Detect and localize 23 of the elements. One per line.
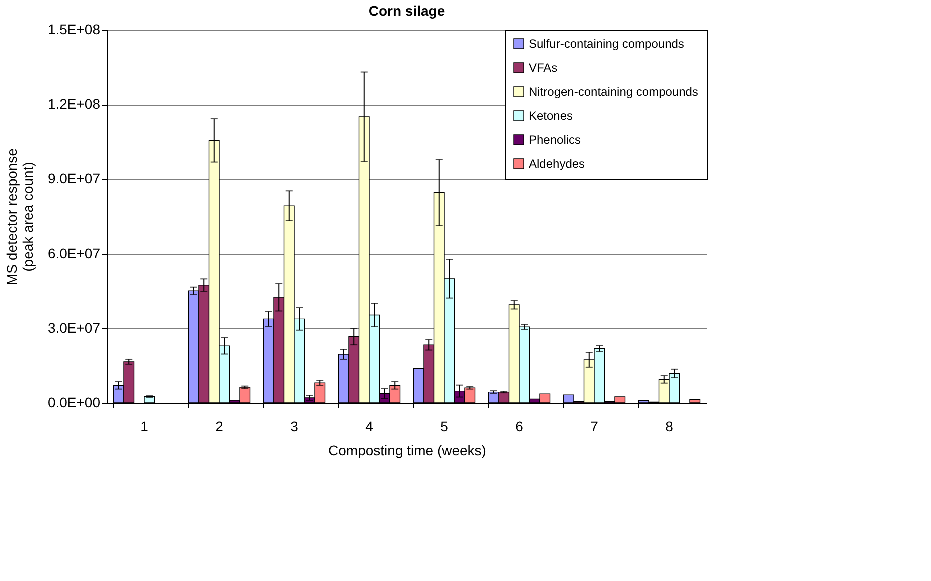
x-tick-label: 3 bbox=[290, 418, 299, 434]
x-tick-label: 1 bbox=[140, 418, 149, 434]
legend-label: Ketones bbox=[529, 109, 574, 123]
y-tick-label: 1.2E+08 bbox=[48, 96, 101, 112]
legend-label: Sulfur-containing compounds bbox=[529, 37, 684, 51]
legend-label: VFAs bbox=[529, 61, 558, 75]
x-tick-label: 6 bbox=[516, 418, 524, 434]
legend-label: Aldehydes bbox=[529, 157, 586, 171]
x-tick-label: 4 bbox=[366, 418, 374, 434]
x-axis-title: Composting time (weeks) bbox=[328, 442, 486, 458]
y-tick-label: 1.5E+08 bbox=[48, 22, 101, 38]
y-tick-label: 0.0E+00 bbox=[48, 394, 101, 410]
y-tick-label: 9.0E+07 bbox=[48, 170, 101, 187]
x-tick-label: 5 bbox=[440, 418, 449, 434]
x-tick-label: 8 bbox=[666, 418, 674, 434]
x-tick-label: 7 bbox=[590, 418, 599, 434]
x-tick-label: 2 bbox=[216, 418, 224, 434]
y-axis-title: MS detector response (peak area count) bbox=[4, 148, 36, 286]
chart-title: Corn silage bbox=[368, 3, 446, 19]
y-tick-label: 3.0E+07 bbox=[48, 320, 101, 336]
y-tick-label: 6.0E+07 bbox=[48, 245, 101, 262]
legend-label: Phenolics bbox=[529, 133, 582, 147]
legend-label: Nitrogen-containing compounds bbox=[529, 85, 698, 99]
